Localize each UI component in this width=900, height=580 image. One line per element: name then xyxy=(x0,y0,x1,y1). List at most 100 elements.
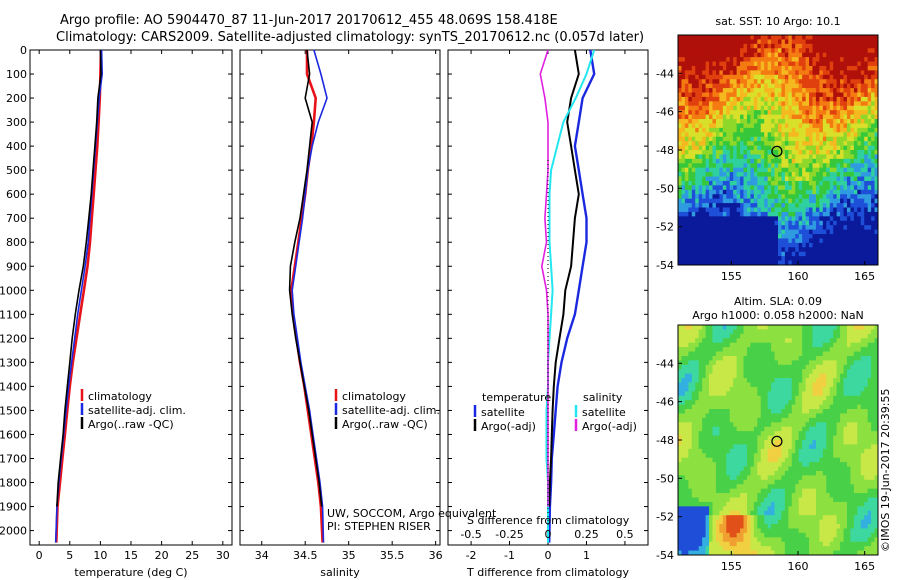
map-cell xyxy=(715,114,720,120)
map-cell xyxy=(729,426,734,432)
map-cell xyxy=(840,74,844,80)
map-cell xyxy=(791,382,796,388)
map-cell xyxy=(815,242,820,248)
map-cell xyxy=(819,74,824,80)
map-cell xyxy=(784,154,789,160)
map-cell xyxy=(871,360,875,366)
map-cell xyxy=(843,256,848,261)
map-cell xyxy=(819,251,824,257)
x-tick-label: 10 xyxy=(93,549,107,562)
map-cell xyxy=(805,127,810,133)
map-cell xyxy=(788,194,793,200)
map-cell xyxy=(778,101,782,107)
map-cell xyxy=(746,391,751,397)
map-cell xyxy=(726,145,731,151)
map-cell xyxy=(822,57,827,62)
map-cell xyxy=(688,154,693,160)
map-cell xyxy=(826,167,831,173)
map-cell xyxy=(853,378,858,383)
map-cell xyxy=(709,79,713,85)
map-cell xyxy=(860,247,865,253)
map-cell xyxy=(743,444,748,450)
map-cell xyxy=(805,163,810,169)
map-cell xyxy=(809,386,813,392)
map-cell xyxy=(740,127,744,133)
map-cell xyxy=(726,404,731,410)
map-cell xyxy=(719,207,724,213)
map-cell xyxy=(750,355,755,361)
map-cell xyxy=(791,154,796,160)
map-cell xyxy=(729,229,734,235)
map-cell xyxy=(740,444,744,450)
map-cell xyxy=(857,229,862,235)
map-cell xyxy=(843,105,848,111)
map-cell xyxy=(857,35,862,40)
map-cell xyxy=(798,119,803,124)
map-cell xyxy=(857,163,862,169)
map-cell xyxy=(843,234,848,239)
map-cell xyxy=(774,119,779,124)
map-cell xyxy=(805,256,810,261)
map-cell xyxy=(774,360,779,366)
map-cell xyxy=(864,83,869,89)
map-cell xyxy=(784,61,789,67)
map-cell xyxy=(788,364,793,370)
map-cell xyxy=(733,386,738,392)
map-cell xyxy=(709,57,713,62)
map-cell xyxy=(805,364,810,370)
map-cell xyxy=(836,422,841,428)
map-cell xyxy=(715,101,720,107)
map-cell xyxy=(815,141,820,146)
map-cell xyxy=(795,211,800,217)
map-cell xyxy=(874,101,879,107)
map-cell xyxy=(819,229,824,235)
map-cell xyxy=(698,426,703,432)
map-cell xyxy=(712,74,717,80)
map-cell xyxy=(815,136,820,142)
map-cell xyxy=(771,70,775,76)
map-cell xyxy=(736,61,741,67)
map-cell xyxy=(767,404,772,410)
map-cell xyxy=(871,110,875,116)
map-cell xyxy=(833,57,838,62)
map-cell xyxy=(715,167,720,173)
map-cell xyxy=(691,395,696,401)
map-cell xyxy=(750,220,755,226)
map-cell xyxy=(840,145,844,151)
map-cell xyxy=(688,404,693,410)
map-cell xyxy=(815,52,820,58)
map-cell xyxy=(715,435,720,441)
map-cell xyxy=(695,444,700,450)
map-cell xyxy=(688,225,693,231)
map-cell xyxy=(815,426,820,432)
map-cell xyxy=(712,351,717,357)
map-cell xyxy=(812,378,817,383)
map-cell xyxy=(836,96,841,102)
map-cell xyxy=(691,57,696,62)
map-cell xyxy=(722,373,727,379)
map-cell xyxy=(698,333,703,339)
map-cell xyxy=(860,360,865,366)
map-cell xyxy=(750,360,755,366)
map-cell xyxy=(774,440,779,445)
map-cell xyxy=(736,404,741,410)
map-cell xyxy=(857,409,862,414)
map-cell xyxy=(715,83,720,89)
title-line-1: Argo profile: AO 5904470_87 11-Jun-2017 … xyxy=(60,13,558,28)
map-cell xyxy=(715,105,720,111)
map-cell xyxy=(740,96,744,102)
map-cell xyxy=(815,234,820,239)
map-cell xyxy=(840,101,844,107)
map-cell xyxy=(853,417,858,423)
map-cell xyxy=(846,260,851,266)
map-cell xyxy=(684,74,689,80)
depth-tick-label: 200 xyxy=(6,92,27,105)
map-cell xyxy=(784,238,789,244)
map-cell xyxy=(867,39,872,45)
map-cell xyxy=(736,426,741,432)
map-cell xyxy=(729,413,734,419)
map-cell xyxy=(746,35,751,40)
map-cell xyxy=(757,70,762,76)
map-cell xyxy=(702,369,706,375)
